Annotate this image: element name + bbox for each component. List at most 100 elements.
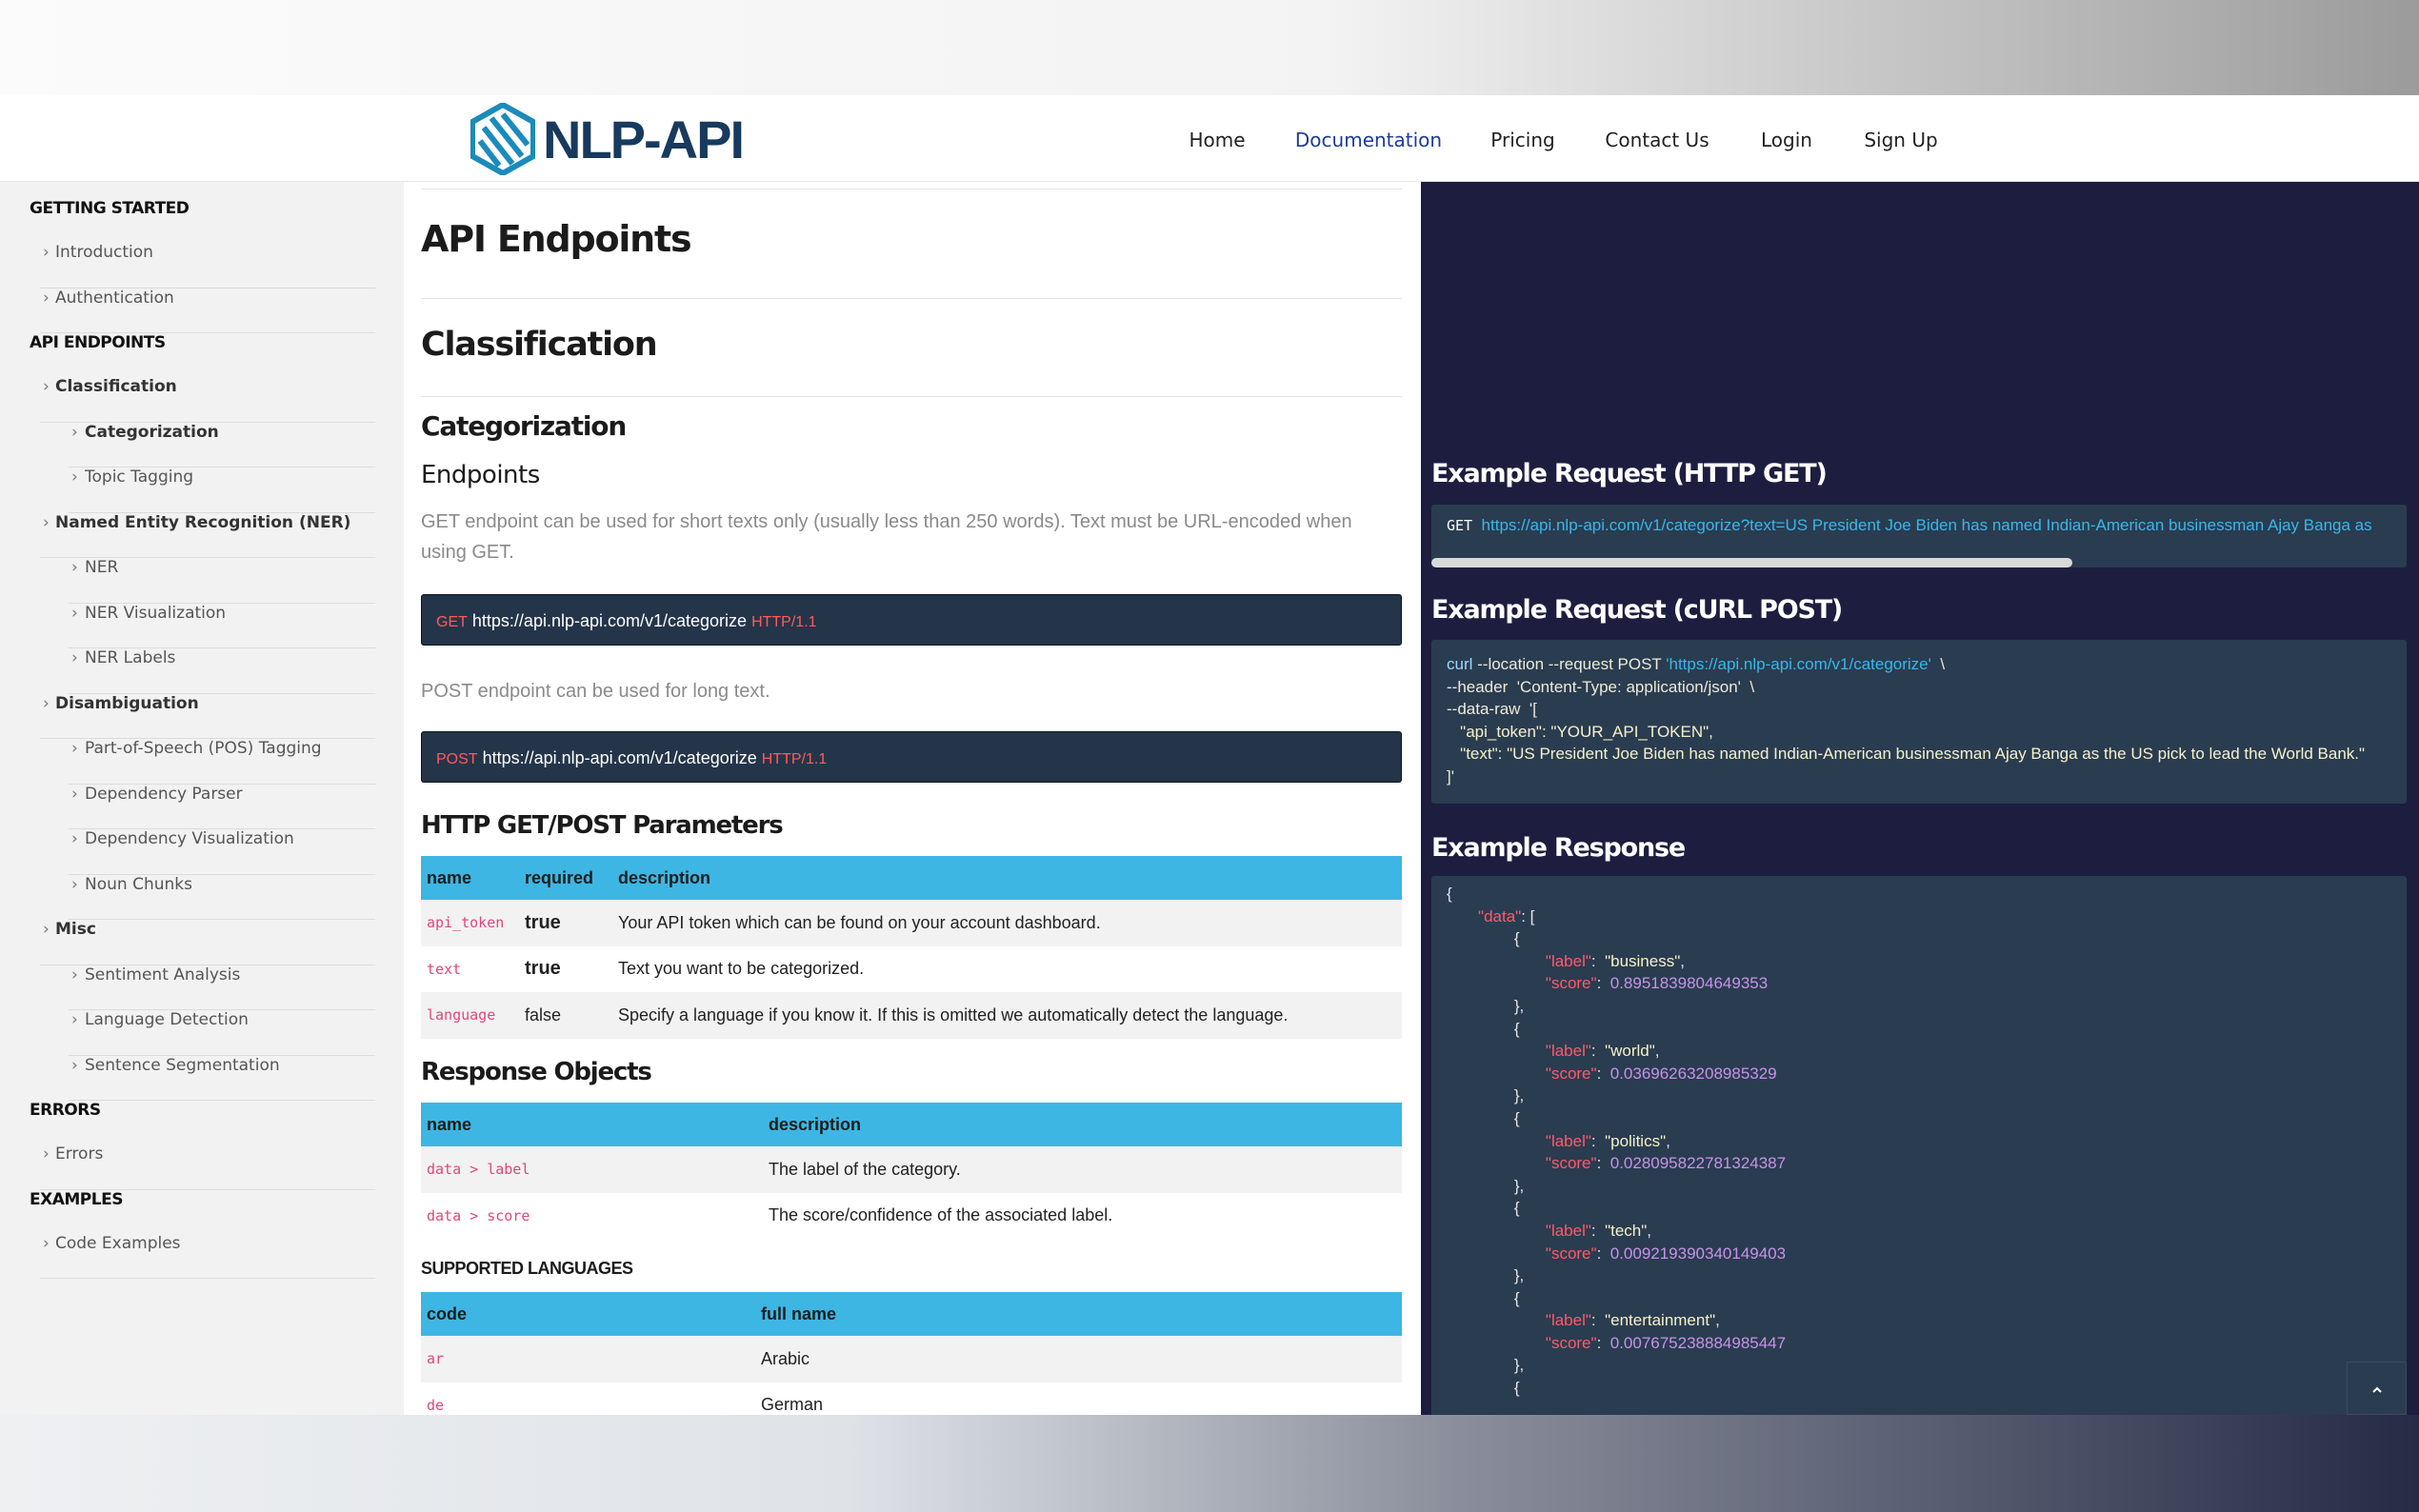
scroll-to-top[interactable] — [2347, 1362, 2407, 1415]
sidebar-subitem[interactable]: Part-of-Speech (POS) Tagging — [69, 739, 375, 785]
sidebar-subitem[interactable]: Topic Tagging — [69, 468, 375, 513]
table-row: de German — [421, 1383, 1402, 1416]
sidebar-subitem[interactable]: Noun Chunks — [69, 875, 375, 920]
cell: true — [525, 958, 561, 980]
code-line: }, — [1431, 1264, 2407, 1287]
request-line: GET https://api.nlp-api.com/v1/categoriz… — [421, 594, 1402, 646]
code-token: "politics" — [1605, 1131, 1667, 1150]
cell: language — [427, 1006, 496, 1025]
code-token: : — [1590, 1042, 1606, 1061]
sidebar-subitem[interactable]: NER Visualization — [69, 604, 375, 648]
code-token: : — [1596, 1154, 1610, 1173]
code-token: : — [1596, 974, 1610, 993]
table-row: text true Text you want to be categorized. — [421, 946, 1402, 993]
code-token: { — [1447, 929, 1520, 948]
cell: Specify a language if you know it. If th… — [618, 1005, 1289, 1025]
code-line: "api_token": "YOUR_API_TOKEN", — [1431, 721, 2407, 744]
languages-heading: SUPPORTED LANGUAGES — [421, 1259, 633, 1278]
nav-link[interactable]: Contact Us — [1605, 129, 1709, 151]
example-heading: Example Request (cURL POST) — [1431, 595, 1843, 625]
cell: true — [525, 911, 561, 933]
tbody: api_token true Your API token which can be… — [421, 900, 1402, 1039]
sidebar-subitem[interactable]: Language Detection — [69, 1010, 375, 1056]
nav-link[interactable]: Documentation — [1294, 129, 1443, 151]
code-token: "api_token": "YOUR_API_TOKEN", — [1447, 722, 1713, 741]
params-heading: HTTP GET/POST Parameters — [421, 811, 784, 840]
sidebar-item[interactable]: Authentication — [40, 288, 375, 333]
sidebar-item[interactable]: Errors — [40, 1144, 375, 1190]
endpoints-heading: Endpoints — [421, 461, 540, 489]
sidebar: GETTING STARTED IntroductionAuthenticatio… — [0, 182, 404, 1415]
code-token: : — [1596, 1064, 1610, 1083]
sidebar-item[interactable]: Introduction — [40, 243, 375, 288]
sidebar-subitem[interactable]: NER Labels — [69, 648, 375, 694]
code-line: }, — [1431, 1354, 2407, 1377]
code-box: { "data": [ { "label": "business", "scor… — [1431, 876, 2407, 1415]
code-token: , — [1680, 951, 1685, 970]
code-token: "score" — [1447, 1333, 1597, 1352]
code-token: }, — [1447, 1266, 1525, 1285]
column-header: description — [612, 856, 1402, 900]
code-token: { — [1447, 1379, 1520, 1398]
sidebar-subitem[interactable]: NER — [69, 558, 375, 604]
url: https://api.nlp-api.com/v1/categorize?te… — [1481, 516, 2372, 534]
cell: de — [427, 1396, 445, 1414]
cell: German — [761, 1395, 824, 1415]
code-token: , — [1647, 1221, 1652, 1240]
http-method: GET — [436, 614, 468, 630]
code-line: "score": 0.8951839804649353 — [1431, 972, 2407, 995]
sidebar-subitem[interactable]: Categorization — [69, 423, 375, 468]
code-token: : — [1596, 1243, 1610, 1263]
code-token: "label" — [1447, 1042, 1591, 1061]
sidebar-heading: GETTING STARTED — [30, 199, 190, 218]
code-token: : — [1590, 1221, 1606, 1240]
code-line: "label": "business", — [1431, 950, 2407, 973]
logo[interactable]: NLP-API — [470, 103, 745, 175]
nav-link[interactable]: Login — [1761, 129, 1812, 151]
navbar: NLP-API Home Documentation Pricing Contact … — [0, 95, 2419, 182]
code-line: "score": 0.007675238884985447 — [1431, 1332, 2407, 1355]
nav-link[interactable]: Home — [1189, 129, 1246, 151]
cell: The label of the category. — [769, 1159, 961, 1179]
http-method: GET — [1447, 517, 1473, 534]
sidebar-heading: API ENDPOINTS — [30, 333, 166, 352]
nav-link[interactable]: Pricing — [1490, 129, 1555, 151]
sidebar-heading: ERRORS — [30, 1101, 101, 1120]
content: API Endpoints Classification Categorizatio… — [404, 182, 1421, 1415]
code-token: }, — [1447, 996, 1525, 1015]
code-line: }, — [1431, 995, 2407, 1018]
example-heading: Example Response — [1431, 833, 1686, 863]
code-line: --data-raw '[ — [1431, 698, 2407, 721]
code-token: "score" — [1447, 1064, 1597, 1083]
column-header: full name — [755, 1292, 1402, 1336]
code-token: "label" — [1447, 951, 1591, 970]
code-line: "score": 0.028095822781324387 — [1431, 1152, 2407, 1175]
code-line: }, — [1431, 1084, 2407, 1107]
sidebar-item[interactable]: Named Entity Recognition (NER) — [40, 513, 375, 558]
table-header: name description — [421, 1103, 1402, 1146]
code-token: : — [1590, 1131, 1606, 1150]
code-token: 'https://api.nlp-api.com/v1/categorize' — [1661, 655, 1931, 673]
sidebar-subitem[interactable]: Sentiment Analysis — [69, 965, 375, 1010]
code-token: --header 'Content-Type: application/json… — [1447, 677, 1755, 696]
tbody: data > label The label of the category. da… — [421, 1146, 1402, 1239]
nav-link[interactable]: Sign Up — [1864, 129, 1938, 151]
code-token: "text": "US President Joe Biden has name… — [1447, 745, 2366, 764]
sidebar-item[interactable]: Classification — [40, 377, 375, 423]
sidebar-item[interactable]: Disambiguation — [40, 694, 375, 739]
code-token: : — [1590, 1311, 1606, 1330]
code-token: "score" — [1447, 1154, 1597, 1173]
sidebar-item[interactable]: Misc — [40, 920, 375, 965]
column-header: code — [421, 1292, 755, 1336]
code-token: curl — [1447, 655, 1473, 673]
code-line: GET https://api.nlp-api.com/v1/categoriz… — [1431, 505, 2407, 543]
code-line: { — [1431, 927, 2407, 950]
code-token: "business" — [1605, 951, 1681, 970]
sidebar-item[interactable]: Code Examples — [40, 1234, 375, 1279]
tbody: ar Arabic de German — [421, 1336, 1402, 1415]
sidebar-subitem[interactable]: Dependency Visualization — [69, 829, 375, 875]
sidebar-subitem[interactable]: Dependency Parser — [69, 785, 375, 829]
sidebar-subitem[interactable]: Sentence Segmentation — [69, 1056, 375, 1101]
logo-text: NLP-API — [543, 109, 745, 169]
code-token: POST — [1617, 655, 1662, 673]
